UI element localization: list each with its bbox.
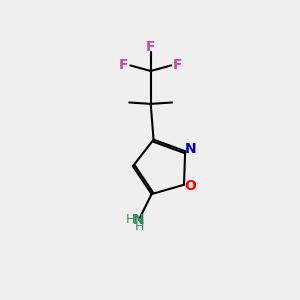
Text: O: O bbox=[184, 179, 196, 193]
Text: F: F bbox=[146, 40, 155, 54]
Text: F: F bbox=[173, 58, 182, 72]
Text: N: N bbox=[133, 213, 145, 227]
Text: H: H bbox=[135, 220, 144, 233]
Text: N: N bbox=[184, 142, 196, 156]
Text: H: H bbox=[125, 213, 135, 226]
Text: F: F bbox=[119, 58, 129, 72]
